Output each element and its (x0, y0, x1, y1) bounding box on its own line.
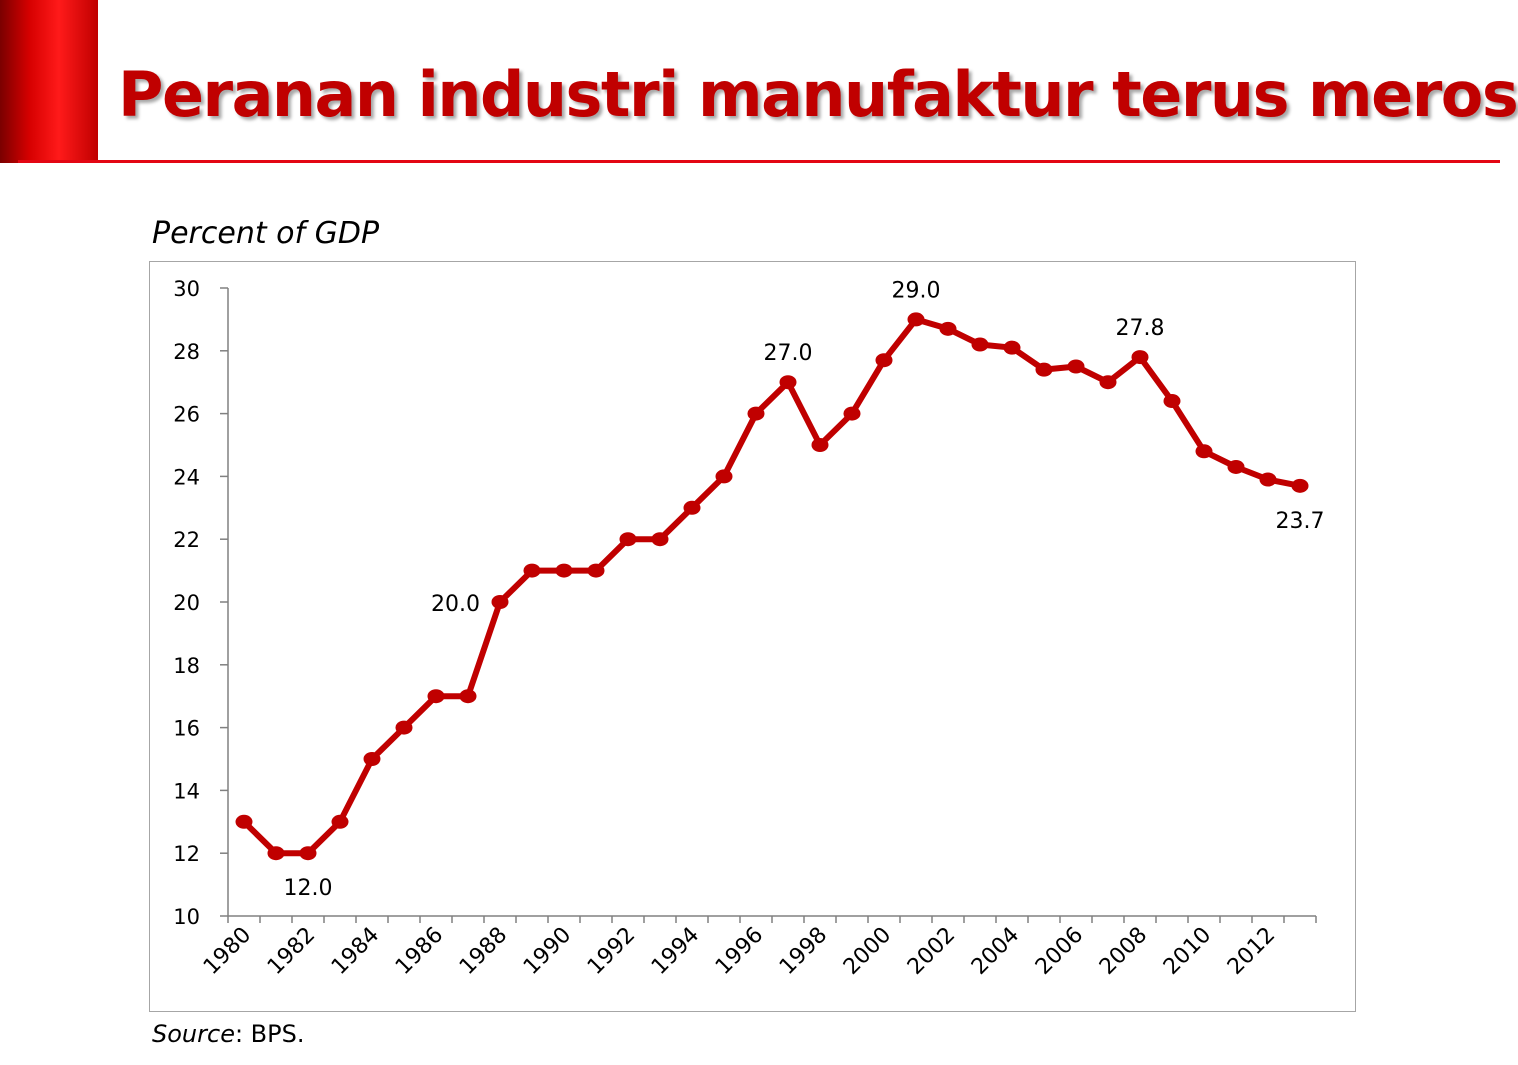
x-tick-label: 1994 (647, 923, 704, 980)
data-point (843, 406, 861, 421)
data-label: 12.0 (284, 876, 333, 901)
data-point (1003, 340, 1021, 355)
data-point (651, 532, 669, 547)
source-note: Source: BPS. (152, 1020, 304, 1048)
data-point (683, 500, 701, 515)
x-tick-label: 1984 (327, 923, 384, 980)
data-point (875, 353, 893, 368)
data-point (1035, 362, 1053, 377)
x-tick-label: 2008 (1095, 923, 1152, 980)
data-point (619, 532, 637, 547)
source-label: Source (152, 1020, 235, 1048)
y-tick-label: 14 (173, 779, 200, 803)
y-tick-label: 16 (173, 717, 200, 741)
y-tick-label: 30 (173, 277, 200, 301)
data-point (363, 752, 381, 766)
x-tick-label: 2006 (1031, 923, 1088, 980)
data-point (1259, 472, 1277, 487)
x-tick-label: 1996 (711, 923, 768, 980)
data-point (1291, 478, 1309, 493)
y-tick-label: 22 (173, 528, 200, 552)
chart-y-caption: Percent of GDP (152, 216, 380, 251)
x-tick-label: 1992 (583, 923, 640, 980)
data-point (971, 337, 989, 352)
x-tick-label: 1990 (519, 923, 576, 980)
x-tick-label: 1982 (263, 923, 320, 980)
data-point (1163, 394, 1181, 409)
data-label: 29.0 (892, 278, 941, 303)
data-point (459, 689, 477, 704)
data-point (907, 312, 925, 327)
title-accent-block (0, 0, 98, 163)
data-point (395, 720, 413, 735)
x-tick-label: 2010 (1159, 923, 1216, 980)
data-label: 27.0 (764, 341, 813, 366)
x-tick-label: 1988 (455, 923, 512, 980)
data-point (331, 814, 349, 829)
x-tick-label: 2002 (903, 923, 960, 980)
data-point (715, 469, 733, 484)
data-point (939, 321, 957, 336)
data-point (523, 563, 541, 578)
source-text: : BPS. (234, 1020, 305, 1048)
y-tick-label: 12 (173, 842, 200, 866)
data-label: 23.7 (1276, 509, 1325, 534)
data-label: 27.8 (1116, 316, 1165, 341)
slide-title: Peranan industri manufaktur terus meroso… (118, 58, 1518, 131)
data-point (779, 375, 797, 390)
y-tick-label: 20 (173, 591, 200, 615)
chart-frame: 10 12 14 16 18 20 22 24 26 28 30 1980 1982 1984 1986 19… (149, 261, 1356, 1012)
data-point (1131, 350, 1149, 365)
x-tick-label: 2012 (1223, 923, 1280, 980)
x-tick-label: 2004 (967, 923, 1024, 980)
data-point (747, 406, 765, 421)
data-point (299, 846, 317, 861)
data-point (1099, 375, 1117, 390)
y-tick-label: 28 (173, 340, 200, 364)
data-label: 20.0 (431, 592, 480, 617)
data-point (1227, 459, 1245, 474)
x-tick-label: 1998 (775, 923, 832, 980)
data-point (1195, 444, 1213, 459)
y-tick-label: 26 (173, 403, 200, 427)
series-line (241, 316, 1303, 857)
x-tick-label: 1980 (199, 923, 256, 980)
data-point (267, 846, 285, 861)
data-point (235, 814, 253, 829)
data-point (555, 563, 573, 578)
title-underline (18, 160, 1500, 163)
y-tick-label: 24 (173, 465, 200, 489)
data-point (427, 689, 445, 704)
x-tick-label: 1986 (391, 923, 448, 980)
data-point (811, 438, 829, 452)
x-tick-label: 2000 (839, 923, 896, 980)
data-point (491, 595, 509, 609)
y-tick-label: 18 (173, 654, 200, 678)
data-point (587, 563, 605, 578)
data-point (1067, 359, 1085, 374)
y-tick-label: 10 (173, 905, 200, 929)
